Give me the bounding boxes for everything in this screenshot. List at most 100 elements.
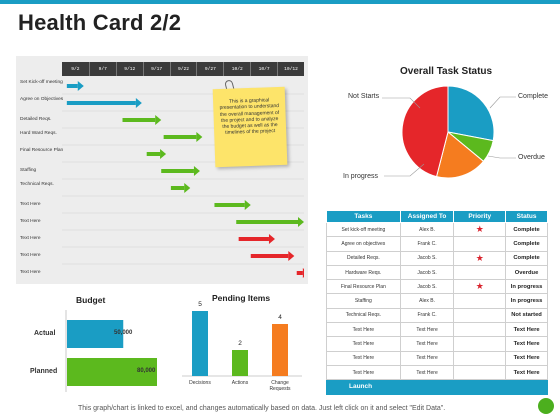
gantt-date-cell: 10/12 <box>277 62 304 76</box>
gantt-task-label: Staffing <box>20 168 37 173</box>
cell-priority <box>453 236 507 252</box>
page-title: Health Card 2/2 <box>18 10 182 35</box>
header-tasks: Tasks <box>326 210 401 223</box>
gantt-task-arrow <box>170 183 191 193</box>
cell-task: Text Here <box>326 350 401 366</box>
launch-empty-cell <box>505 379 548 395</box>
pending-value-label: 4 <box>278 314 282 321</box>
gantt-task-label: Text Here <box>20 219 41 224</box>
pie-label-not-started: Not Starts <box>348 93 380 100</box>
gantt-date-cell: 10/7 <box>250 62 277 76</box>
green-dot-icon <box>538 398 554 414</box>
budget-chart <box>65 310 157 392</box>
table-row: Technical Reqs. Frank C. Not started <box>326 307 548 324</box>
budget-title: Budget <box>76 295 106 305</box>
cell-task: Final Resource Plan <box>326 279 401 295</box>
cell-assigned: Alex B. <box>399 221 455 238</box>
cell-priority: ★ <box>453 250 507 266</box>
cell-priority <box>453 264 507 281</box>
pending-items-title: Pending Items <box>212 293 271 303</box>
cell-priority <box>453 350 507 366</box>
budget-bar-actual <box>67 320 124 348</box>
table-row: Set kick-off meeting Alex B. ★ Complete <box>326 221 548 238</box>
cell-assigned: Text Here <box>399 350 455 366</box>
table-row: Text Here Text Here Text Here <box>326 364 548 381</box>
table-row: Text Here Text Here Text Here <box>326 350 548 366</box>
gantt-date-cell: 9/27 <box>196 62 223 76</box>
cell-assigned: Jacob S. <box>399 264 455 281</box>
pending-value-label: 2 <box>238 340 242 347</box>
cell-priority <box>453 322 507 338</box>
cell-task: Set kick-off meeting <box>326 221 401 238</box>
budget-actual-label: Actual <box>34 330 56 337</box>
cell-assigned: Jacob S. <box>399 279 455 295</box>
priority-star-icon: ★ <box>475 281 484 292</box>
header-status: Status <box>505 210 548 223</box>
gantt-task-arrow <box>66 98 142 108</box>
gantt-task-arrow <box>238 234 275 244</box>
pie-label-complete: Complete <box>518 93 548 100</box>
cell-status: Text Here <box>505 350 548 366</box>
pending-category-label: Change Requests <box>269 380 291 392</box>
cell-status: Overdue <box>505 264 548 281</box>
cell-assigned: Text Here <box>399 364 455 381</box>
priority-star-icon: ★ <box>475 224 484 235</box>
gantt-task-label: Text Here <box>20 202 41 207</box>
launch-empty-cell <box>399 379 455 395</box>
pie-slice <box>401 85 449 178</box>
pie-leader-lines <box>382 96 516 177</box>
cell-task: Detailed Reqs. <box>326 250 401 266</box>
pending-bar <box>232 350 248 376</box>
table-row: Text Here Text Here Text Here <box>326 336 548 352</box>
gantt-task-label: Text Here <box>20 253 41 258</box>
budget-bar-planned <box>67 358 157 386</box>
cell-task: Text Here <box>326 364 401 381</box>
cell-task: Agree on objectives <box>326 236 401 252</box>
cell-status: Text Here <box>505 336 548 352</box>
cell-assigned: Frank C. <box>399 236 455 252</box>
gantt-task-arrow <box>161 166 200 176</box>
cell-assigned: Frank C. <box>399 307 455 324</box>
priority-star-icon: ★ <box>475 252 484 263</box>
gantt-task-arrow <box>66 81 84 91</box>
gantt-task-label: Hard Ward Reqs. <box>20 131 57 136</box>
gantt-task-arrow <box>214 200 251 210</box>
cell-task: Staffing <box>326 293 401 309</box>
budget-planned-value: 80,000 <box>137 368 156 374</box>
gantt-task-label: Agree on Objectives <box>20 97 64 102</box>
gantt-date-cell: 9/2 <box>71 66 80 72</box>
header-priority: Priority <box>453 210 507 223</box>
budget-actual-value: 50,000 <box>114 330 133 336</box>
cell-task: Text Here <box>326 322 401 338</box>
gantt-date-header: 9/2 9/7 9/12 9/17 9/22 9/27 10/2 10/7 10/12 <box>62 62 304 76</box>
gantt-task-arrow <box>122 115 162 125</box>
task-status-pie <box>401 85 495 179</box>
table-row: Hardware Reqs. Jacob S. Overdue <box>326 264 548 281</box>
gantt-task-arrow <box>163 132 203 142</box>
cell-status: In progress <box>505 279 548 295</box>
pending-category-label: Decisions <box>189 380 211 386</box>
launch-empty-cell <box>453 379 507 395</box>
header-assigned-to: Assigned To <box>399 210 455 223</box>
gantt-task-label: Detailed Reqs. <box>20 117 52 122</box>
budget-planned-label: Planned <box>30 368 58 375</box>
table-body: Set kick-off meeting Alex B. ★ Complete Agre… <box>326 221 548 395</box>
table-header-row: Tasks Assigned To Priority Status <box>326 210 548 223</box>
top-accent-bar <box>0 0 560 4</box>
cell-status: In progress <box>505 293 548 309</box>
cell-assigned: Text Here <box>399 336 455 352</box>
gantt-task-arrow <box>296 268 304 278</box>
task-status-table: Tasks Assigned To Priority Status Set ki… <box>326 210 548 395</box>
cell-assigned: Alex B. <box>399 293 455 309</box>
cell-priority: ★ <box>453 221 507 238</box>
launch-row: Launch <box>326 379 548 395</box>
cell-status: Text Here <box>505 364 548 381</box>
pending-items-chart <box>182 311 302 377</box>
cell-assigned: Jacob S. <box>399 250 455 266</box>
cell-priority <box>453 307 507 324</box>
pie-slice <box>447 85 495 142</box>
table-row: Final Resource Plan Jacob S. ★ In progress <box>326 279 548 295</box>
cell-task: Technical Reqs. <box>326 307 401 324</box>
pending-category-label: Actions <box>231 380 249 386</box>
gantt-task-label: Final Resource Plan <box>20 148 64 153</box>
